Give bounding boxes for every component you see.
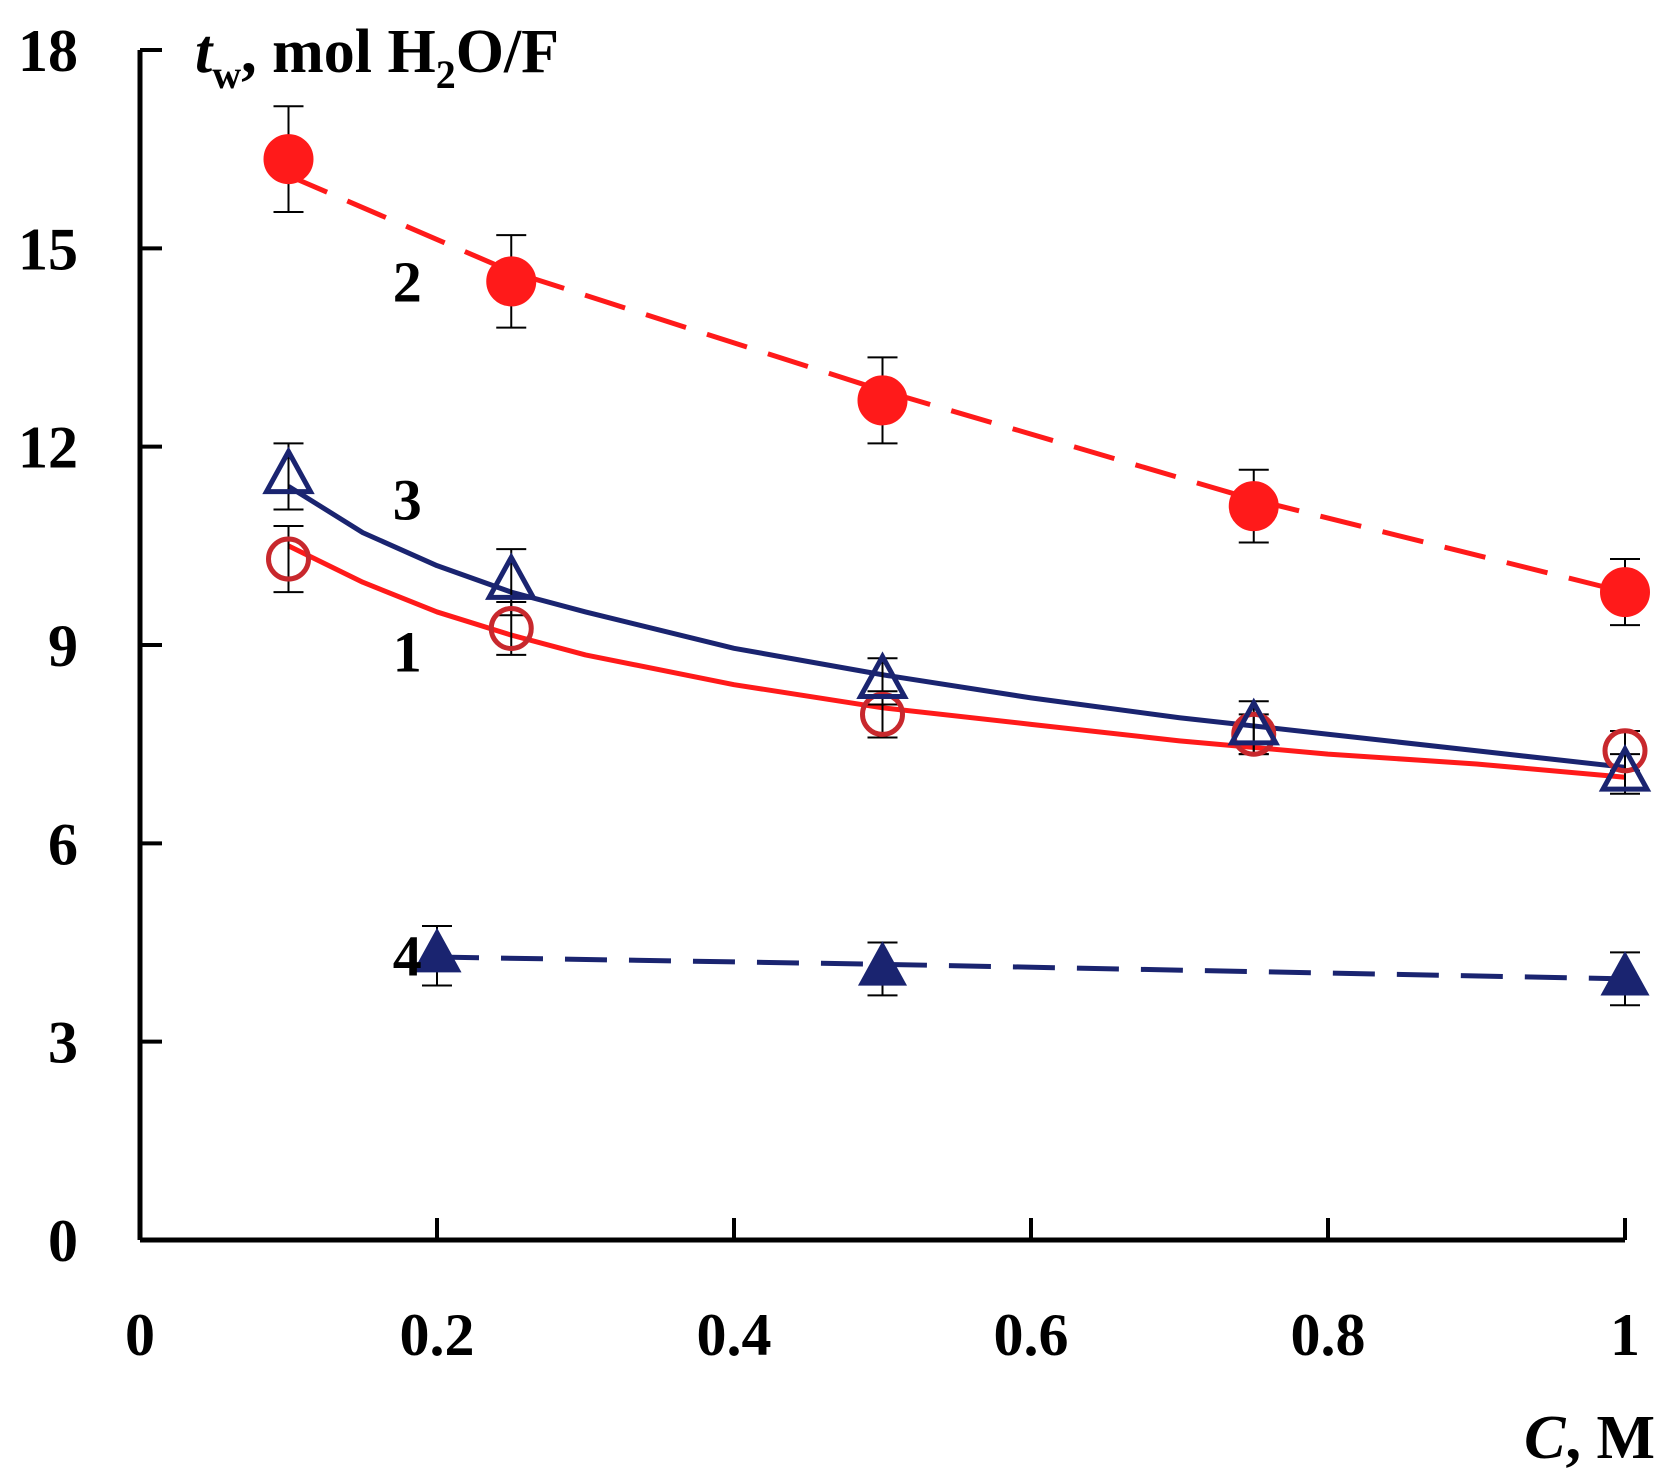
data-point-series-1 [1602,728,1648,774]
fit-lines [287,173,1626,982]
y-tick-label: 9 [48,613,78,679]
y-tick-label: 0 [48,1208,78,1274]
y-tick-label: 12 [18,415,78,481]
data-point-series-3 [856,651,909,700]
data-point-series-1 [488,605,534,651]
x-tick-label: 0.6 [994,1302,1069,1368]
error-bars [273,105,1640,1007]
fit-line-series-2 [287,173,1626,595]
series-label-2: 2 [393,249,422,314]
x-tick-label: 0.2 [400,1302,475,1368]
fit-line-series-4 [436,954,1626,982]
data-point-series-3 [262,446,315,495]
series-label-3: 3 [393,468,422,533]
x-tick-label: 0.8 [1291,1302,1366,1368]
x-tick-label: 0.4 [697,1302,772,1368]
data-point-series-4 [1600,950,1650,996]
data-markers [262,134,1652,996]
fit-line-series-1 [287,543,1626,780]
data-point-series-3 [1227,697,1280,746]
data-point-series-4 [412,927,462,973]
y-axis-title: tw, mol H2O/F [195,18,559,97]
y-tick-label: 18 [18,18,78,84]
data-point-series-2 [1228,481,1279,532]
data-point-series-4 [857,941,908,986]
data-point-series-2 [486,256,537,307]
series-labels: 1 2 3 4 [393,249,422,988]
y-tick-label: 15 [18,216,78,282]
data-point-series-2 [857,375,908,426]
data-point-series-3 [1598,743,1652,792]
fit-line-series-3 [287,484,1626,770]
series-label-1: 1 [393,620,422,685]
series-label-4: 4 [393,924,422,989]
x-tick-label: 0 [125,1302,155,1368]
y-tick-label: 3 [48,1010,78,1076]
y-tick-label: 6 [48,811,78,877]
data-point-series-2 [263,134,314,185]
data-point-series-3 [485,552,538,600]
data-point-series-2 [1600,567,1650,618]
x-tick-label: 1 [1610,1302,1640,1368]
x-axis-title: C, M [1524,1404,1655,1472]
data-point-series-1 [266,536,311,582]
